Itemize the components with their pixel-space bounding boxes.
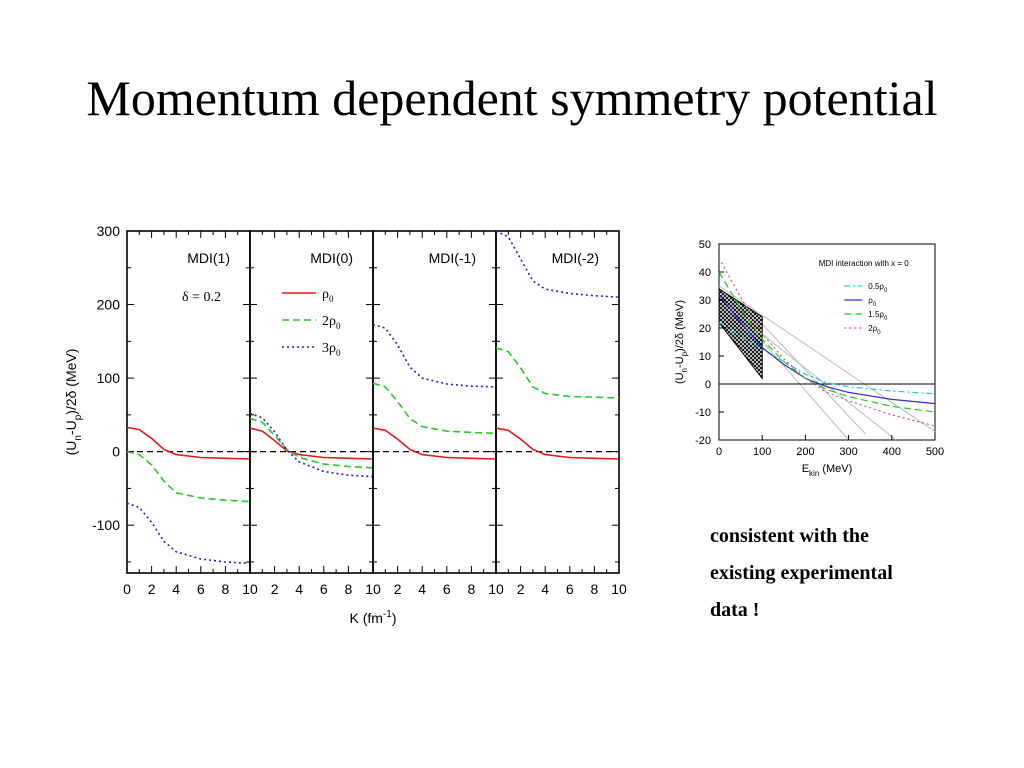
y-axis-label: (Un-Up)/2δ (MeV) <box>63 349 84 456</box>
legend-label-2: 2ρ0 <box>322 314 341 331</box>
x-tick-label: 4 <box>295 581 303 597</box>
panel-title: MDI(-1) <box>429 250 476 266</box>
x-axis-label: Ekin (MeV) <box>802 463 853 478</box>
x-tick-label: 6 <box>320 581 328 597</box>
panel-frame <box>372 230 497 574</box>
y-axis-label: (Un-Up)/2δ (MeV) <box>674 300 689 384</box>
x-tick-label: 8 <box>345 581 353 597</box>
y-tick-label: 20 <box>699 323 711 335</box>
y-tick-label: 100 <box>97 370 121 386</box>
series-1-line <box>126 426 251 460</box>
panel-title: MDI(0) <box>310 250 353 266</box>
y-tick-label: 10 <box>699 351 711 363</box>
plot-title: MDI interaction with x = 0 <box>819 259 910 268</box>
y-tick-label: 200 <box>97 297 121 313</box>
comment-note: consistent with the existing experimenta… <box>710 518 1010 629</box>
x-tick-label: 6 <box>566 581 574 597</box>
series-1-line <box>495 427 620 460</box>
x-tick-label: 8 <box>222 581 230 597</box>
series-3-line <box>249 412 374 478</box>
legend-label-4: 2ρ0 <box>868 324 881 336</box>
y-tick-label: 300 <box>97 223 121 239</box>
y-tick-label: 50 <box>699 239 711 251</box>
x-tick-label: 8 <box>591 581 599 597</box>
panel-frame <box>495 230 620 574</box>
panel-frame <box>249 230 374 574</box>
y-tick-label: 30 <box>699 295 711 307</box>
note-line-1: consistent with the <box>710 525 869 547</box>
series-3-line <box>718 271 936 413</box>
x-tick-label: 2 <box>394 581 402 597</box>
series-1-line <box>249 427 374 460</box>
x-tick-label: 2 <box>271 581 279 597</box>
x-tick-label: 10 <box>488 581 504 597</box>
legend-label-2: ρ0 <box>868 296 877 308</box>
y-tick-label: -20 <box>695 435 711 447</box>
note-line-3: data ! <box>710 599 760 621</box>
x-tick-label: 200 <box>796 446 814 458</box>
x-tick-label: 10 <box>365 581 381 597</box>
y-tick-label: 0 <box>112 444 120 460</box>
x-tick-label: 4 <box>418 581 426 597</box>
x-axis-label: K (fm-1) <box>349 609 396 626</box>
symmetry-potential-panels-chart: MDI(1) MDI(0) MDI(-1) MDI(-2)3002001000-100… <box>63 223 627 626</box>
y-tick-label: -10 <box>695 407 711 419</box>
legend-label-3: 3ρ0 <box>322 341 341 358</box>
series-2-line <box>372 382 497 435</box>
slide-title: Momentum dependent symmetry potential <box>86 70 938 126</box>
y-tick-label: 40 <box>699 267 711 279</box>
delta-annotation: δ = 0.2 <box>182 290 221 305</box>
x-tick-label: 0 <box>123 581 131 597</box>
plot-frame <box>718 243 936 441</box>
panel-3: MDI(-1) <box>372 230 497 574</box>
panel-title: MDI(-2) <box>552 250 599 266</box>
series-2-line <box>495 347 620 399</box>
x-tick-label: 4 <box>172 581 180 597</box>
x-tick-label: 500 <box>926 446 944 458</box>
series-1-line <box>718 321 936 395</box>
panel-2: MDI(0) <box>249 230 374 574</box>
x-tick-label: 100 <box>753 446 771 458</box>
series-2-line <box>126 450 251 503</box>
x-tick-label: 8 <box>468 581 476 597</box>
legend-label-1: 0.5ρ0 <box>868 282 888 294</box>
series-2-line <box>249 417 374 469</box>
x-tick-label: 400 <box>883 446 901 458</box>
x-tick-label: 2 <box>517 581 525 597</box>
x-tick-label: 0 <box>716 446 722 458</box>
y-tick-label: -100 <box>92 517 120 533</box>
x-tick-label: 300 <box>839 446 857 458</box>
series-1-line <box>372 427 497 460</box>
series-3-line <box>495 230 620 298</box>
series-3-line <box>126 502 251 565</box>
x-tick-label: 2 <box>148 581 156 597</box>
legend-label-1: ρ0 <box>322 287 334 304</box>
x-tick-label: 10 <box>242 581 258 597</box>
y-tick-label: 0 <box>705 379 711 391</box>
legend-label-3: 1.5ρ0 <box>868 310 888 322</box>
note-line-2: existing experimental <box>710 562 893 584</box>
panel-4: MDI(-2) <box>495 230 620 574</box>
series-3-line <box>372 323 497 388</box>
panel-1: MDI(1) <box>126 230 251 574</box>
panel-title: MDI(1) <box>187 250 230 266</box>
x-tick-label: 6 <box>197 581 205 597</box>
panel-frame <box>126 230 251 574</box>
x-tick-label: 10 <box>611 581 627 597</box>
x-tick-label: 4 <box>541 581 549 597</box>
x-tick-label: 6 <box>443 581 451 597</box>
gray-reference-line <box>744 305 867 435</box>
